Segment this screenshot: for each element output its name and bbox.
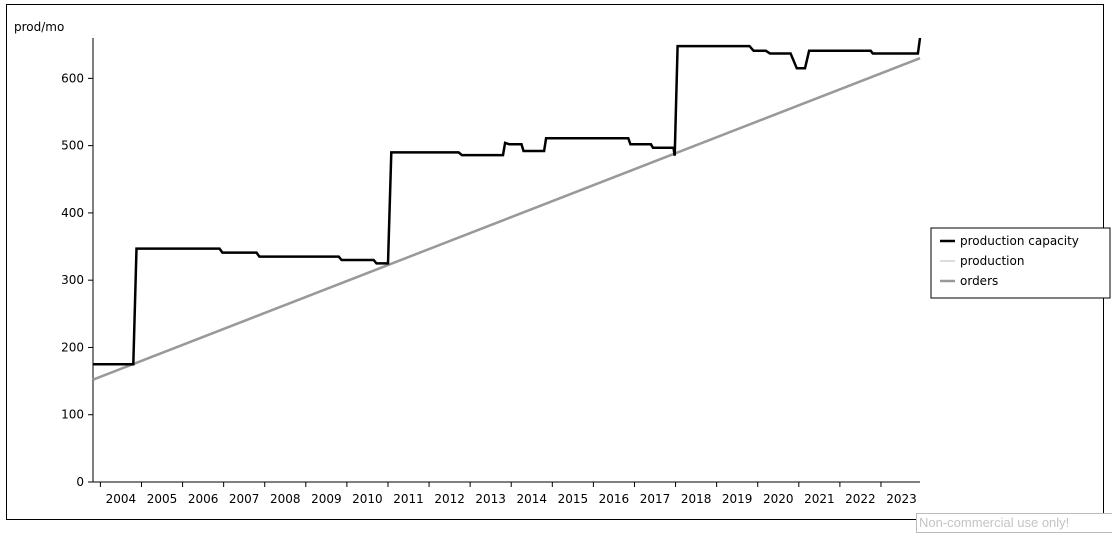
x-tick-label: 2012 xyxy=(434,492,465,506)
legend: production capacity production orders xyxy=(930,227,1111,299)
x-tick-label: 2013 xyxy=(475,492,506,506)
x-tick-label: 2006 xyxy=(188,492,219,506)
legend-label-orders: orders xyxy=(960,274,998,288)
x-tick-label: 2007 xyxy=(229,492,260,506)
series-line-orders xyxy=(92,57,921,381)
legend-label-production: production xyxy=(960,254,1024,268)
x-tick-label: 2022 xyxy=(845,492,876,506)
x-tick-label: 2008 xyxy=(270,492,301,506)
y-tick-label: 100 xyxy=(61,408,84,422)
x-tick-label: 2011 xyxy=(393,492,424,506)
legend-label-production-capacity: production capacity xyxy=(960,234,1079,248)
series-lines xyxy=(92,37,922,381)
x-tick-label: 2020 xyxy=(763,492,794,506)
y-tick-label: 300 xyxy=(61,273,84,287)
y-axis-unit-label: prod/mo xyxy=(14,20,64,34)
x-tick-label: 2015 xyxy=(558,492,589,506)
x-tick-label: 2005 xyxy=(147,492,178,506)
y-tick-label: 600 xyxy=(61,71,84,85)
x-tick-label: 2010 xyxy=(352,492,383,506)
x-tick-label: 2014 xyxy=(516,492,547,506)
watermark-label: Non-commercial use only! xyxy=(916,513,1112,533)
y-tick-label: 0 xyxy=(76,475,84,489)
x-tick-label: 2021 xyxy=(804,492,835,506)
axes: prod/mo 0 100 200 300 400 500 600 2004 2005 2006 20… xyxy=(14,20,920,506)
x-tick-label: 2016 xyxy=(599,492,630,506)
series-line-production-capacity xyxy=(93,37,922,366)
y-tick-label: 400 xyxy=(61,206,84,220)
x-tick-label: 2018 xyxy=(681,492,712,506)
x-tick-label: 2017 xyxy=(640,492,671,506)
x-tick-label: 2009 xyxy=(311,492,342,506)
y-tick-label: 500 xyxy=(61,139,84,153)
y-tick-label: 200 xyxy=(61,340,84,354)
legend-box xyxy=(930,227,1111,299)
x-tick-label: 2004 xyxy=(106,492,137,506)
x-tick-label: 2023 xyxy=(886,492,917,506)
x-tick-label: 2019 xyxy=(722,492,753,506)
